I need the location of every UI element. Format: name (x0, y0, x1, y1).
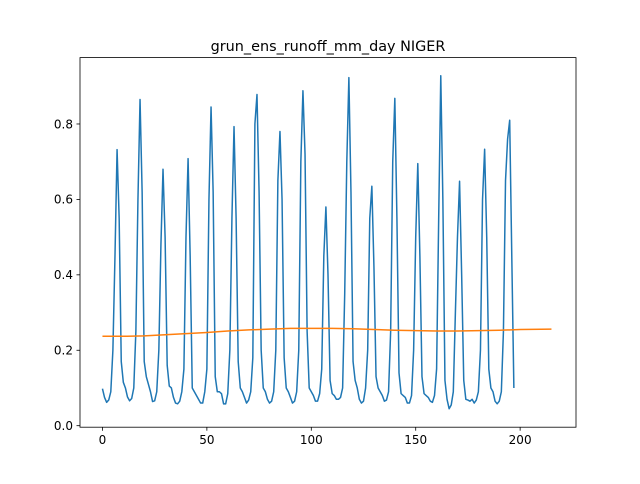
chart-title: grun_ens_runoff_mm_day NIGER (211, 39, 446, 55)
plot-area (80, 57, 576, 428)
x-tick-label: 0 (99, 433, 107, 447)
x-tick-label: 200 (509, 433, 532, 447)
series-layer (101, 74, 552, 410)
series-line-1 (101, 74, 515, 410)
y-tick-label: 0.0 (54, 419, 73, 433)
y-axis: 0.0 0.2 0.4 0.6 0.8 (54, 117, 80, 433)
y-tick-label: 0.8 (54, 117, 73, 131)
x-tick-label: 150 (404, 433, 427, 447)
y-tick-label: 0.2 (54, 344, 73, 358)
x-axis: 0 50 100 150 200 (99, 427, 532, 447)
series-line-2 (102, 327, 552, 338)
y-tick-label: 0.4 (54, 268, 73, 282)
plot-frame (79, 57, 577, 428)
x-tick-label: 100 (300, 433, 323, 447)
y-tick-label: 0.6 (54, 193, 73, 207)
x-tick-label: 50 (199, 433, 214, 447)
